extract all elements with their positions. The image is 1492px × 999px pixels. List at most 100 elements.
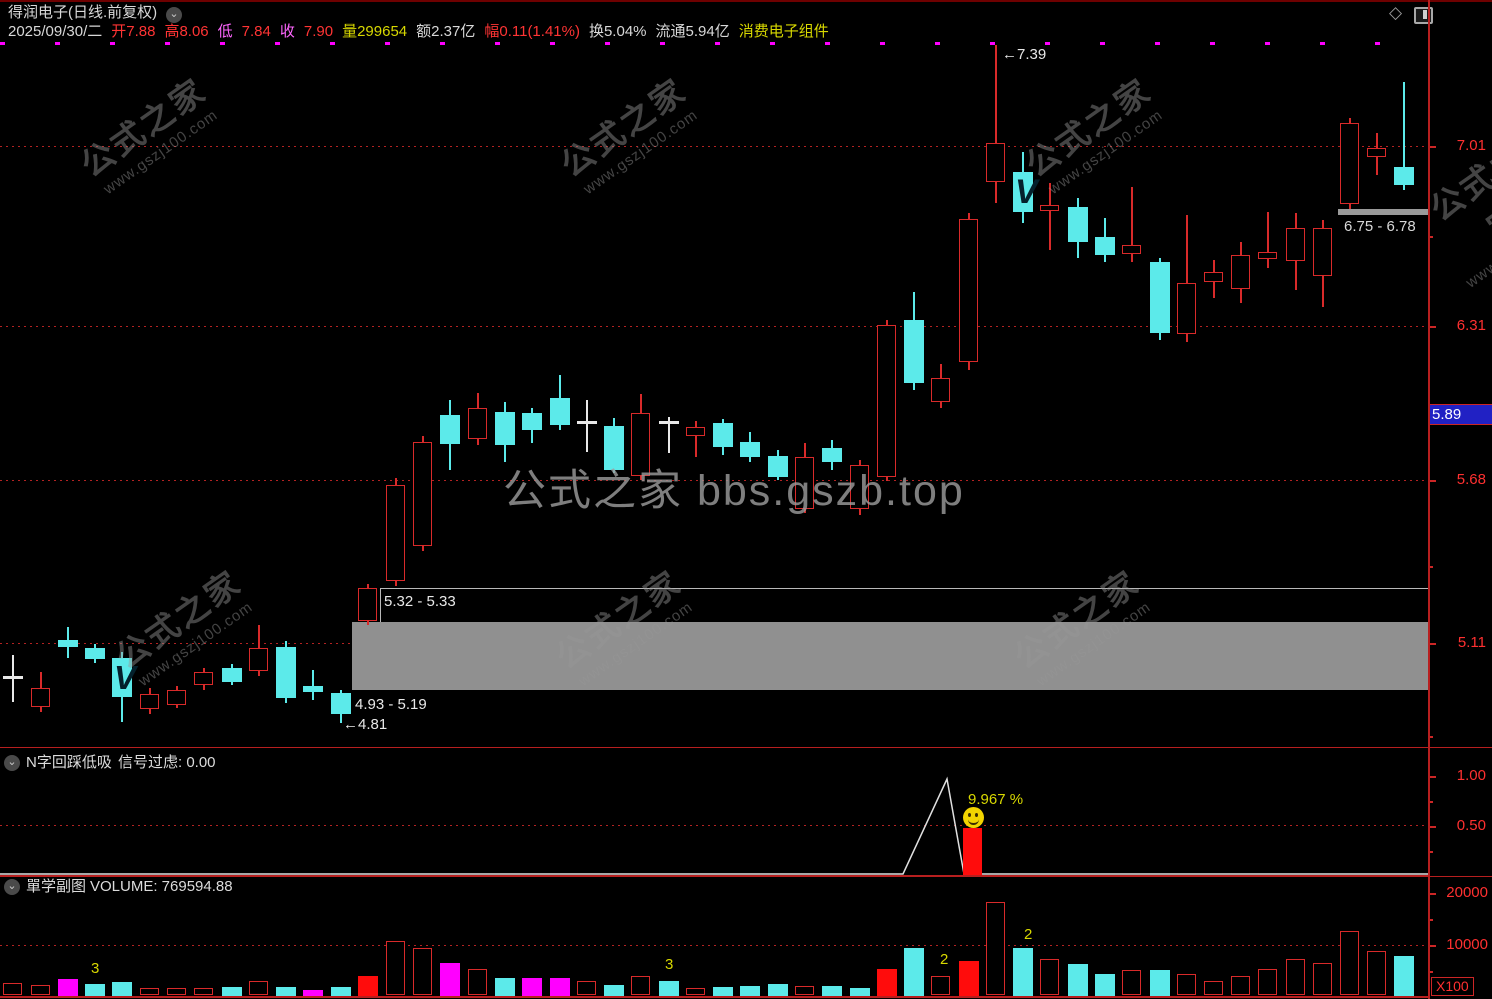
volume-bar-count-label: 2 — [940, 951, 949, 968]
price-gridline — [0, 146, 1428, 147]
candle-wick — [995, 45, 997, 203]
volume-baseline — [0, 996, 1428, 998]
candle-body-up — [686, 427, 705, 436]
axis-tick — [1428, 480, 1436, 482]
volume-bar — [659, 981, 679, 996]
candle-body-down — [1068, 207, 1088, 242]
volume-bar-count-label: 2 — [1024, 926, 1033, 943]
quote-info-segment: 量299654 — [342, 23, 408, 40]
price-axis-label: 5.11 — [1457, 634, 1486, 651]
candle-body-down — [822, 448, 842, 462]
breakout-white-box — [380, 588, 1430, 624]
candle-body-up — [413, 442, 432, 546]
volume-bar — [904, 948, 924, 996]
smiley-icon — [963, 807, 984, 828]
candle-body-up — [1286, 228, 1305, 261]
candle-wick — [586, 400, 588, 452]
candle-body-up — [386, 485, 405, 581]
volume-bar — [1286, 959, 1305, 995]
support-gray-band — [352, 622, 1428, 690]
candle-doji-body — [577, 421, 597, 424]
volume-bar — [31, 985, 50, 995]
volume-panel-title[interactable]: 單学副图 — [26, 878, 87, 895]
signal-panel-bottom-border — [0, 876, 1492, 877]
axis-tick — [1428, 801, 1433, 803]
last-price-badge: 5.89 — [1429, 404, 1492, 425]
candle-body-down — [440, 415, 460, 444]
candle-body-up — [877, 325, 896, 477]
volume-axis-label: 20000 — [1446, 884, 1488, 901]
signal-value-label: 9.967 % — [968, 791, 1024, 808]
quote-info-segment: 收 — [279, 23, 295, 40]
axis-tick — [1428, 776, 1436, 778]
diamond-icon[interactable]: ◇ — [1389, 3, 1403, 22]
candle-body-down — [522, 413, 542, 430]
candle-body-down — [331, 693, 351, 714]
candle-body-down — [604, 426, 624, 470]
window-top-border — [0, 0, 1492, 2]
quote-info-segment: 高8.06 — [164, 23, 209, 40]
volume-bar — [1394, 956, 1414, 996]
main-panel-bottom-border — [0, 747, 1492, 748]
volume-bar — [1340, 931, 1359, 995]
signal-panel-dropdown-icon[interactable]: ⌄ — [4, 755, 20, 771]
volume-unit-box: X100 — [1431, 977, 1474, 997]
candle-body-up — [986, 143, 1005, 182]
volume-bar — [1204, 981, 1223, 995]
candle-wick — [695, 421, 697, 457]
candle-body-down — [58, 640, 78, 647]
candle-body-down — [550, 398, 570, 425]
signal-bar — [963, 828, 982, 875]
volume-bar — [1068, 964, 1088, 996]
price-annotation: ←4.81 — [343, 716, 388, 733]
volume-bar — [713, 987, 733, 996]
volume-bar — [931, 976, 950, 995]
candle-body-up — [931, 378, 950, 402]
axis-tick — [1428, 566, 1433, 568]
candle-body-down — [276, 647, 296, 698]
volume-bar — [686, 988, 705, 995]
volume-bar — [303, 990, 323, 996]
candle-body-down — [222, 668, 242, 682]
quote-info-segment: 流通5.94亿 — [655, 23, 730, 40]
signal-panel-title[interactable]: N字回踩低吸 — [26, 754, 112, 771]
quote-info-segment: 消费电子组件 — [738, 23, 829, 40]
axis-tick — [1428, 326, 1436, 328]
volume-bar — [249, 981, 268, 995]
candle-body-down — [904, 320, 924, 383]
quote-info-segment: 换5.04% — [588, 23, 647, 40]
candle-wick — [668, 417, 670, 453]
smiley-mouth — [968, 817, 979, 825]
price-axis-label: 7.01 — [1456, 137, 1486, 154]
axis-tick — [1428, 919, 1433, 921]
candle-body-down — [768, 456, 788, 477]
candle-body-up — [1340, 123, 1359, 204]
candle-body-up — [140, 694, 159, 709]
candle-body-up — [1177, 283, 1196, 334]
volume-bar — [740, 986, 760, 996]
candle-body-up — [1313, 228, 1332, 276]
candle-body-down — [85, 648, 105, 659]
volume-bar — [1367, 951, 1386, 995]
axis-tick — [1428, 146, 1436, 148]
volume-bar — [1231, 976, 1250, 995]
volume-bar — [358, 976, 378, 996]
candle-body-up — [249, 648, 268, 671]
volume-bar — [3, 983, 22, 995]
volume-bar-count-label: 3 — [91, 960, 100, 977]
volume-panel-dropdown-icon[interactable]: ⌄ — [4, 879, 20, 895]
volume-bar — [1177, 974, 1196, 995]
volume-bar — [413, 948, 432, 995]
signal-axis-label: 1.00 — [1456, 767, 1486, 784]
quote-info-segment: 7.84 — [241, 23, 271, 40]
volume-bar — [386, 941, 405, 995]
candle-body-up — [1040, 205, 1059, 211]
title-dropdown-icon[interactable]: ⌄ — [166, 7, 182, 23]
price-annotation: 5.32 - 5.33 — [384, 593, 456, 610]
candle-body-up — [795, 457, 814, 509]
axis-tick — [1428, 643, 1436, 645]
volume-bar — [1040, 959, 1059, 995]
volume-axis-label: 10000 — [1446, 936, 1488, 953]
